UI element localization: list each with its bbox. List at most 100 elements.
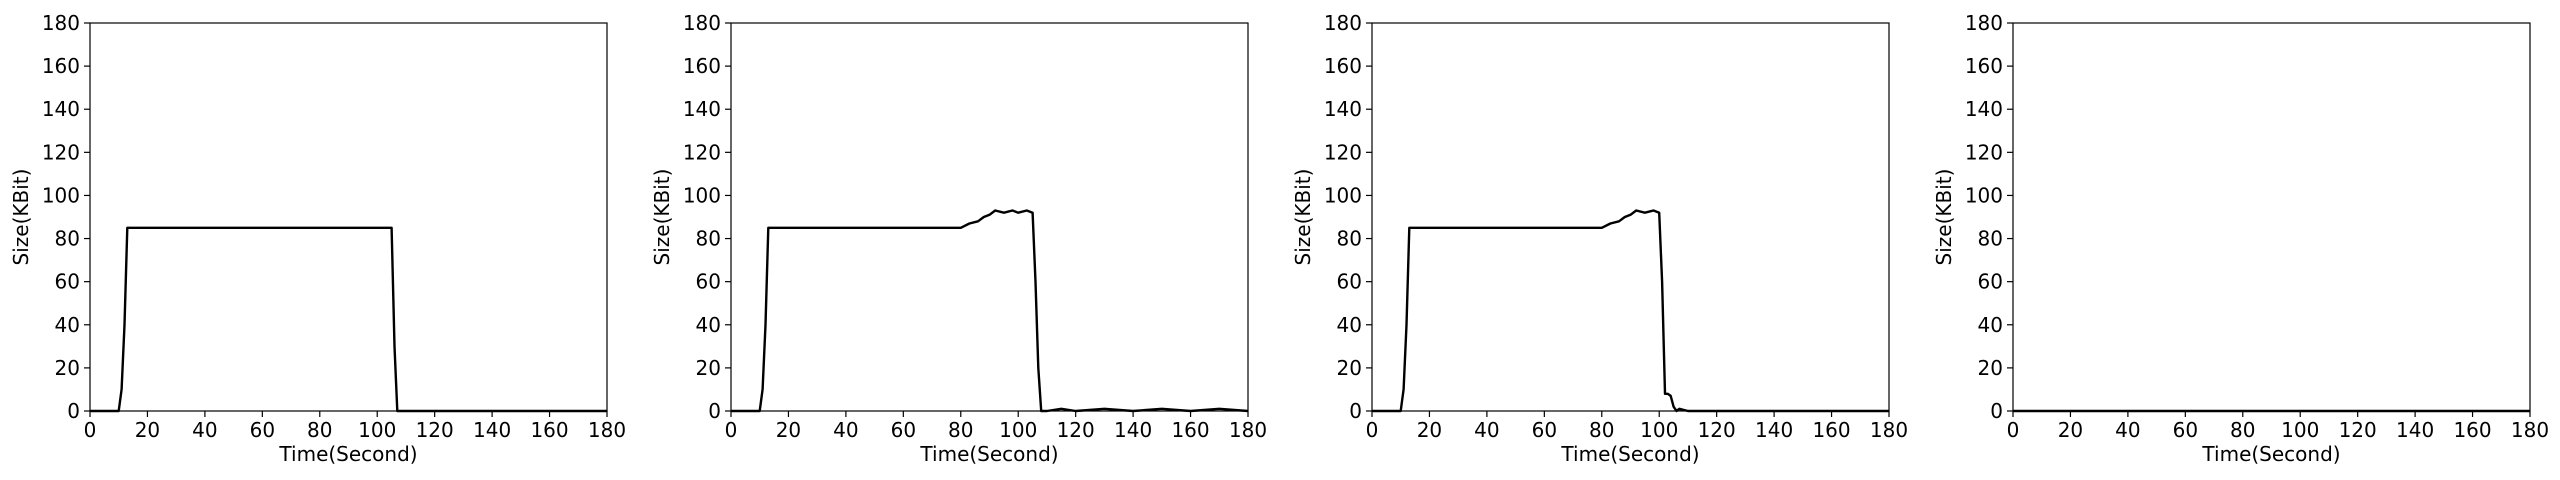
y-axis-label: Size(KBit) bbox=[1932, 169, 1956, 266]
x-tick-label: 180 bbox=[1870, 418, 1908, 442]
y-axis-label: Size(KBit) bbox=[650, 169, 674, 266]
x-axis-label: Time(Second) bbox=[2201, 442, 2340, 466]
x-tick-label: 120 bbox=[1057, 418, 1095, 442]
x-tick-label: 80 bbox=[1589, 418, 1614, 442]
x-axis-label: Time(Second) bbox=[278, 442, 417, 466]
x-tick-label: 40 bbox=[192, 418, 217, 442]
x-tick-label: 140 bbox=[473, 418, 511, 442]
y-tick-label: 60 bbox=[1337, 270, 1362, 294]
y-tick-label: 160 bbox=[42, 54, 80, 78]
y-tick-label: 140 bbox=[683, 97, 721, 121]
y-tick-label: 80 bbox=[1978, 227, 2003, 251]
series-line-1 bbox=[731, 209, 1249, 413]
x-tick-label: 160 bbox=[530, 418, 568, 442]
chart-4: 0 20 40 60 80 100 120 140 160 180 0 20 40 60 80 100 120 1… bbox=[1932, 11, 2549, 466]
x-tick-label: 0 bbox=[2007, 418, 2020, 442]
y-tick-label: 100 bbox=[683, 183, 721, 207]
y-tick-label: 0 bbox=[67, 399, 80, 423]
chart-2: 0 20 40 60 80 100 120 140 160 180 0 20 40 60 80 100 120 1… bbox=[650, 11, 1267, 466]
y-tick-label: 60 bbox=[55, 270, 80, 294]
x-tick-label: 180 bbox=[1229, 418, 1267, 442]
x-tick-label: 0 bbox=[725, 418, 738, 442]
y-tick-label: 140 bbox=[1324, 97, 1362, 121]
x-tick-label: 60 bbox=[250, 418, 275, 442]
x-tick-label: 80 bbox=[2230, 418, 2255, 442]
x-tick-label: 120 bbox=[416, 418, 454, 442]
y-tick-label: 40 bbox=[1337, 313, 1362, 337]
y-axis-label: Size(KBit) bbox=[1291, 169, 1315, 266]
x-tick-label: 40 bbox=[833, 418, 858, 442]
x-tick-label: 180 bbox=[2511, 418, 2549, 442]
y-axis-label: Size(KBit) bbox=[9, 169, 33, 266]
y-tick-label: 40 bbox=[1978, 313, 2003, 337]
x-tick-label: 20 bbox=[135, 418, 160, 442]
x-tick-label: 20 bbox=[776, 418, 801, 442]
plot-frame bbox=[89, 22, 608, 412]
x-tick-label: 20 bbox=[1417, 418, 1442, 442]
x-tick-label: 40 bbox=[1474, 418, 1499, 442]
y-tick-label: 0 bbox=[1349, 399, 1362, 423]
x-tick-label: 60 bbox=[2173, 418, 2198, 442]
y-tick-label: 140 bbox=[42, 97, 80, 121]
y-tick-label: 80 bbox=[696, 227, 721, 251]
y-tick-label: 100 bbox=[1965, 183, 2003, 207]
chart-3: 0 20 40 60 80 100 120 140 160 180 0 20 40 60 80 100 120 1… bbox=[1291, 11, 1908, 466]
y-tick-label: 120 bbox=[683, 140, 721, 164]
y-tick-label: 20 bbox=[696, 356, 721, 380]
x-tick-label: 60 bbox=[1532, 418, 1557, 442]
x-tick-label: 80 bbox=[948, 418, 973, 442]
y-tick-label: 160 bbox=[1324, 54, 1362, 78]
x-tick-label: 140 bbox=[1755, 418, 1793, 442]
x-tick-label: 20 bbox=[2058, 418, 2083, 442]
x-tick-label: 160 bbox=[1171, 418, 1209, 442]
x-tick-label: 120 bbox=[1698, 418, 1736, 442]
y-tick-label: 80 bbox=[55, 227, 80, 251]
y-tick-label: 120 bbox=[1965, 140, 2003, 164]
x-tick-label: 160 bbox=[2453, 418, 2491, 442]
y-tick-label: 140 bbox=[1965, 97, 2003, 121]
series-line-1 bbox=[1372, 209, 1889, 413]
y-tick-label: 180 bbox=[1965, 11, 2003, 35]
x-tick-label: 100 bbox=[358, 418, 396, 442]
y-tick-label: 20 bbox=[1978, 356, 2003, 380]
x-axis-label: Time(Second) bbox=[1560, 442, 1699, 466]
y-tick-label: 180 bbox=[1324, 11, 1362, 35]
x-tick-label: 60 bbox=[891, 418, 916, 442]
x-tick-label: 180 bbox=[588, 418, 626, 442]
y-tick-label: 0 bbox=[1990, 399, 2003, 423]
x-tick-label: 160 bbox=[1812, 418, 1850, 442]
x-tick-label: 100 bbox=[1640, 418, 1678, 442]
y-tick-label: 80 bbox=[1337, 227, 1362, 251]
y-tick-label: 120 bbox=[42, 140, 80, 164]
x-axis-label: Time(Second) bbox=[919, 442, 1058, 466]
y-tick-label: 60 bbox=[696, 270, 721, 294]
plot-frame bbox=[2012, 22, 2531, 412]
x-tick-label: 40 bbox=[2115, 418, 2140, 442]
y-tick-label: 40 bbox=[55, 313, 80, 337]
y-tick-label: 180 bbox=[42, 11, 80, 35]
y-tick-label: 120 bbox=[1324, 140, 1362, 164]
x-tick-label: 0 bbox=[1366, 418, 1379, 442]
x-tick-label: 140 bbox=[2396, 418, 2434, 442]
y-tick-label: 180 bbox=[683, 11, 721, 35]
y-tick-label: 20 bbox=[55, 356, 80, 380]
y-tick-label: 60 bbox=[1978, 270, 2003, 294]
x-tick-label: 0 bbox=[84, 418, 97, 442]
y-tick-label: 100 bbox=[1324, 183, 1362, 207]
y-tick-label: 100 bbox=[42, 183, 80, 207]
x-tick-label: 140 bbox=[1114, 418, 1152, 442]
x-tick-label: 100 bbox=[2281, 418, 2319, 442]
x-tick-label: 80 bbox=[307, 418, 332, 442]
y-tick-label: 0 bbox=[708, 399, 721, 423]
chart-1: 0 20 40 60 80 100 120 140 160 180 0 20 40 60 80 100 120 1… bbox=[9, 11, 626, 466]
series-line-1 bbox=[90, 226, 607, 413]
plot-frame bbox=[730, 22, 1249, 412]
plot-frame bbox=[1371, 22, 1890, 412]
x-tick-label: 100 bbox=[999, 418, 1037, 442]
y-tick-label: 20 bbox=[1337, 356, 1362, 380]
y-tick-label: 160 bbox=[683, 54, 721, 78]
y-tick-label: 40 bbox=[696, 313, 721, 337]
x-tick-label: 120 bbox=[2339, 418, 2377, 442]
y-tick-label: 160 bbox=[1965, 54, 2003, 78]
